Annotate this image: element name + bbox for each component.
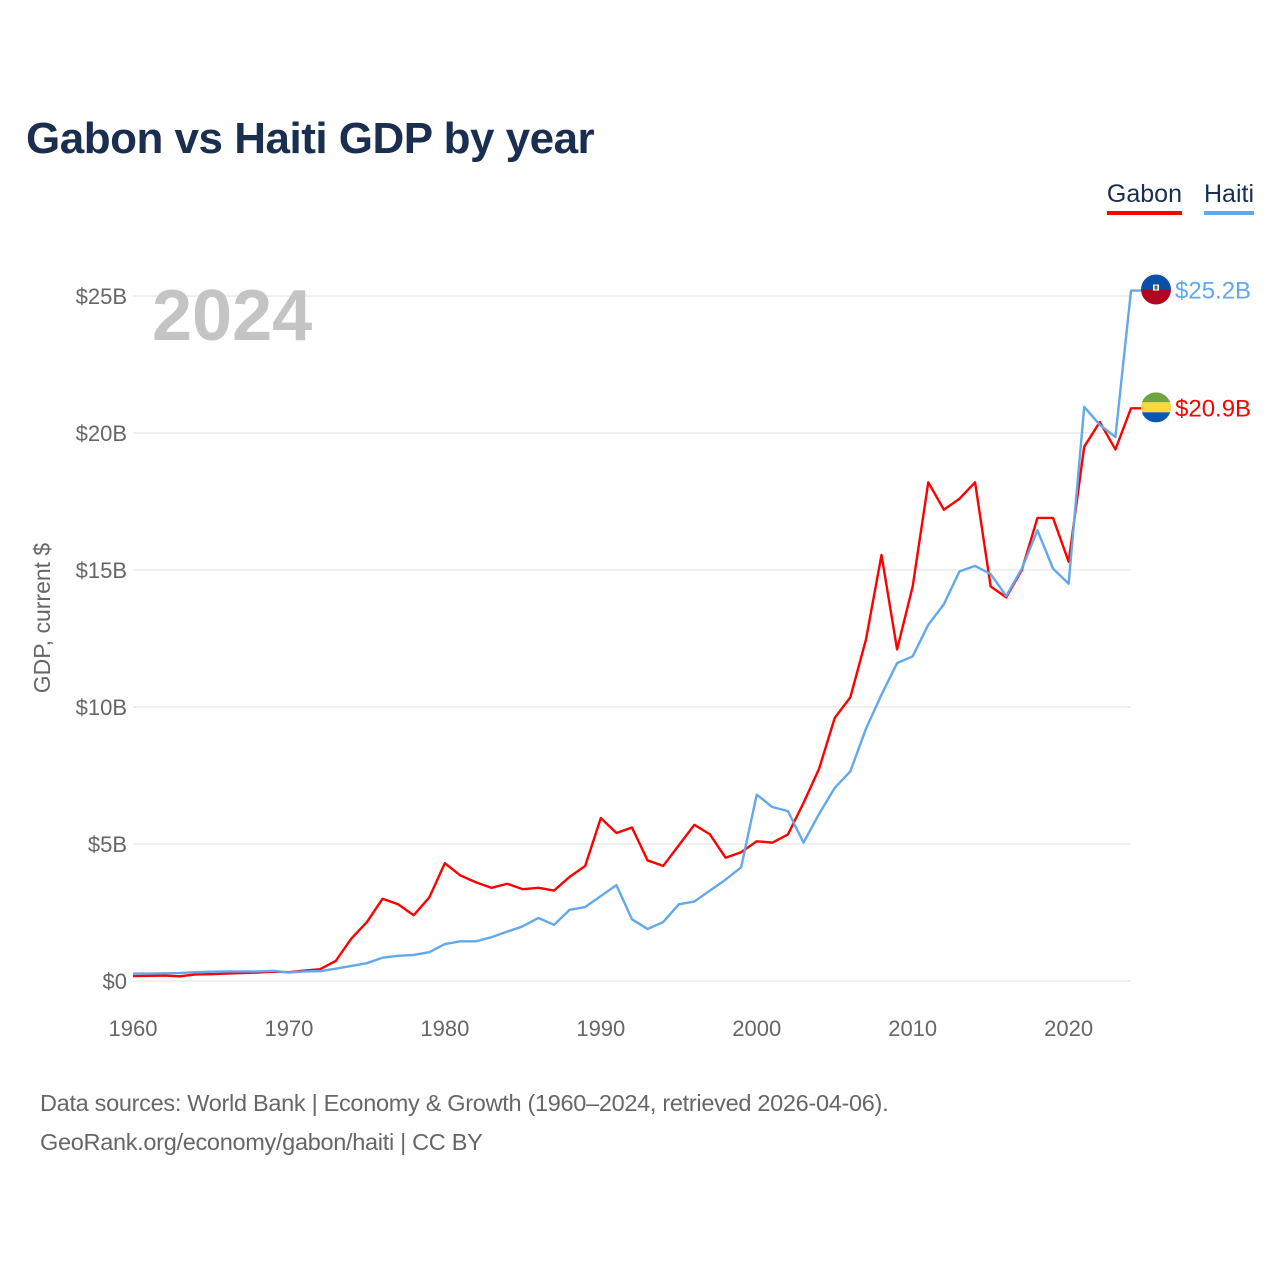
footer: Data sources: World Bank | Economy & Gro…: [40, 1084, 889, 1162]
series-line-haiti: [133, 289, 1141, 975]
haiti-flag-icon: [1141, 274, 1171, 305]
x-tick-label: 1970: [264, 1016, 313, 1041]
gabon-flag-icon: [1141, 392, 1171, 423]
y-tick-label: $10B: [76, 695, 127, 720]
x-tick-label: 2000: [732, 1016, 781, 1041]
footer-link[interactable]: GeoRank.org/economy/gabon/haiti | CC BY: [40, 1129, 483, 1155]
x-tick-label: 2010: [888, 1016, 937, 1041]
chart-title: Gabon vs Haiti GDP by year: [26, 114, 595, 163]
y-tick-label: $25B: [76, 284, 127, 309]
legend-haiti[interactable]: Haiti: [1203, 180, 1254, 215]
y-tick-label: $20B: [76, 421, 127, 446]
y-tick-label: $15B: [76, 558, 127, 583]
year-label: 2024: [152, 276, 312, 356]
legend-gabon[interactable]: Gabon: [1106, 180, 1182, 215]
y-tick-label: $5B: [88, 832, 127, 857]
x-tick-label: 2020: [1044, 1016, 1093, 1041]
y-tick-label: $0: [103, 969, 127, 994]
x-tick-label: 1960: [109, 1016, 158, 1041]
legend: Gabon Haiti: [1106, 180, 1254, 215]
x-tick-label: 1980: [420, 1016, 469, 1041]
end-value-label: $20.9B: [1175, 395, 1251, 422]
end-value-label: $25.2B: [1175, 278, 1251, 305]
footer-sources: Data sources: World Bank | Economy & Gro…: [40, 1090, 889, 1116]
y-axis-label: GDP, current $: [29, 543, 55, 694]
x-tick-label: 1990: [576, 1016, 625, 1041]
series-line-gabon: [132, 407, 1141, 978]
